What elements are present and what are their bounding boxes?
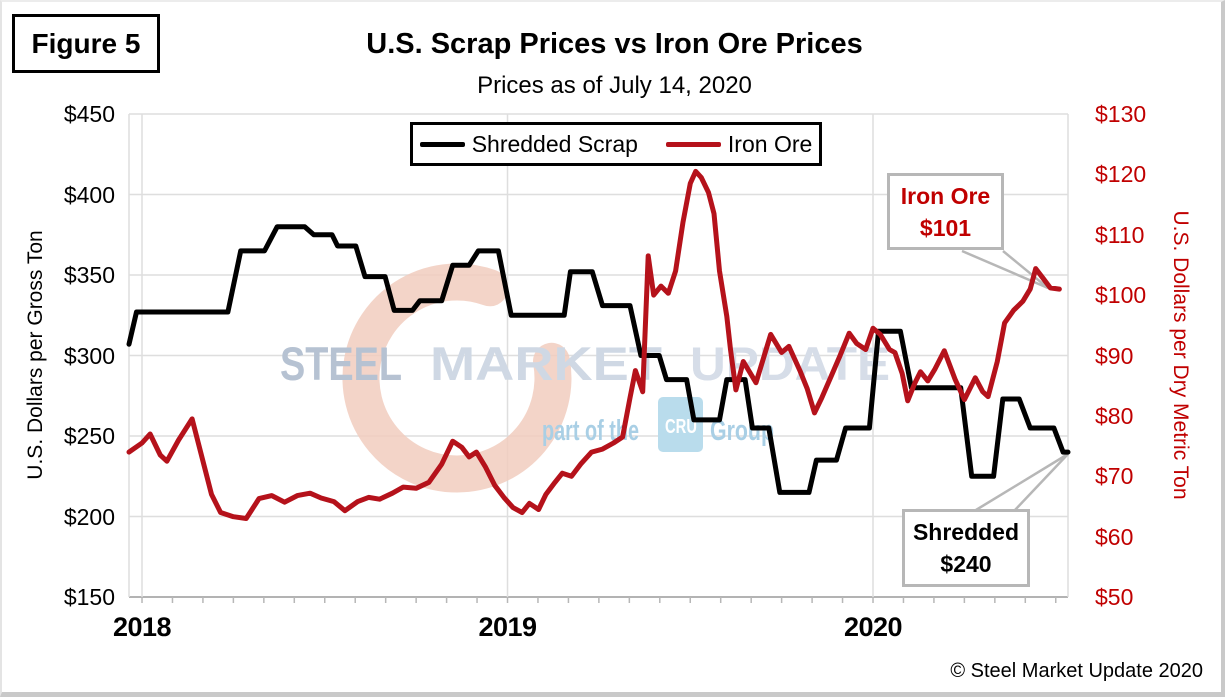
gridlines [128,113,1069,603]
left-axis-tick-label: $450 [63,101,115,127]
x-axis-year-label: 2018 [112,612,172,642]
iron-ore-callout-value: $101 [919,214,972,241]
watermark-market: MARKET [430,337,662,390]
x-axis-year-label: 2019 [478,612,537,642]
figure-number: Figure 5 [31,27,141,59]
figure-number-box: Figure 5 [12,14,160,73]
iron-ore-callout: Iron Ore $101 [887,173,1004,250]
chart-subtitle: Prices as of July 14, 2020 [477,72,752,99]
left-axis-tick-label: $200 [63,503,115,530]
legend: Shredded Scrap Iron Ore [410,122,822,166]
shredded-callout: Shredded $240 [902,509,1030,587]
shredded-callout-name: Shredded [912,519,1020,545]
x-axis-year-label: 2020 [843,612,903,642]
callout-leader [1014,453,1069,511]
right-axis-tick-label: $50 [1095,584,1134,610]
watermark-steel: STEEL [280,337,402,390]
left-axis-tick-label: $150 [63,584,115,610]
shredded-callout-value: $240 [940,551,992,577]
iron-ore-legend-swatch [665,141,721,147]
left-axis-tick-label: $350 [63,262,115,288]
left-axis-tick-label: $300 [63,342,115,369]
right-axis-tick-label: $130 [1095,101,1147,127]
cru-logo-text: CRU [665,416,697,438]
right-axis-tick-label: $90 [1095,342,1134,369]
right-axis-tick-label: $60 [1095,523,1134,550]
left-axis-tick-label: $250 [63,423,115,449]
iron-ore-legend-label: Iron Ore [727,130,813,157]
shredded-scrap-legend-label: Shredded Scrap [471,130,638,157]
right-axis-tick-label: $70 [1095,463,1134,490]
left-axis-tick-label: $400 [63,181,115,208]
right-axis-tick-label: $120 [1095,161,1147,188]
callout-leader [975,452,1069,512]
copyright-notice: © Steel Market Update 2020 [950,660,1203,682]
right-axis-tick-label: $100 [1095,282,1147,309]
right-axis-tick-label: $110 [1095,221,1145,248]
shredded-scrap-legend-swatch [419,141,465,147]
right-axis-tick-label: $80 [1095,402,1134,429]
chart-title: U.S. Scrap Prices vs Iron Ore Prices [366,28,863,60]
smu-crescent-logo [342,263,572,493]
iron-ore-line [126,168,1062,521]
callout-leader [1002,250,1049,289]
data-series [126,168,1071,521]
iron-ore-callout-name: Iron Ore [900,182,991,209]
watermark: STEEL MARKET UPDATE part of the CRU Grou… [280,263,890,493]
